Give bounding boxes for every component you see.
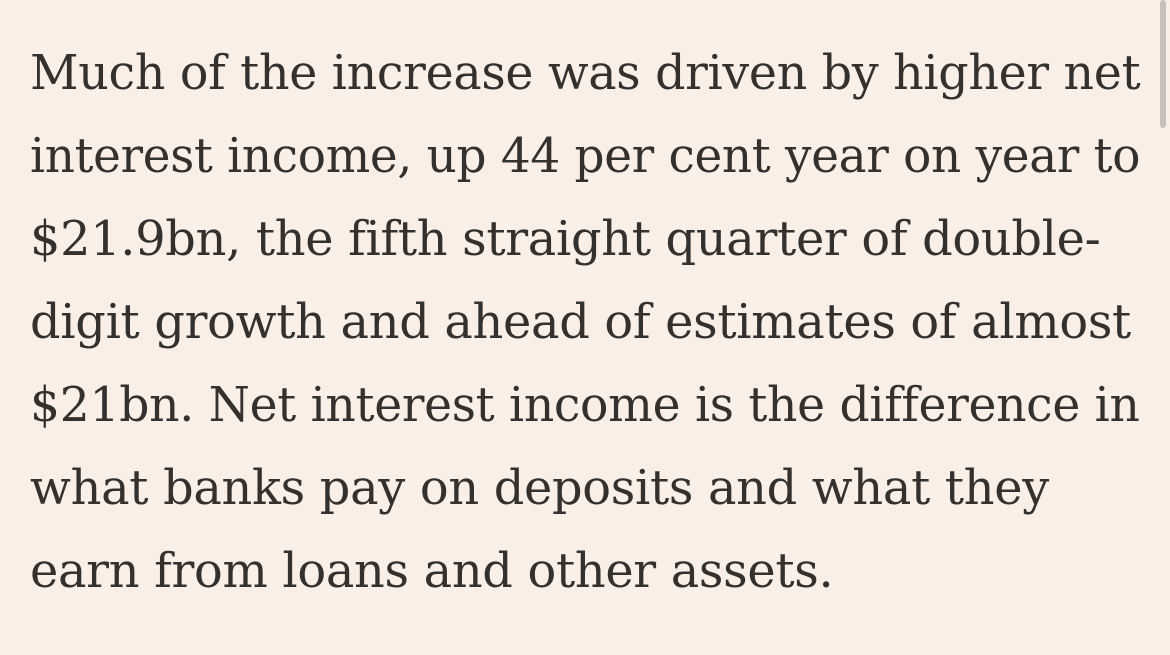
paragraph-line: interest income, up 44 per cent year on …: [30, 128, 1141, 184]
paragraph-line: what banks pay on deposits and what they: [30, 460, 1049, 516]
paragraph-line: $21.9bn, the fifth straight quarter of d…: [30, 211, 1101, 267]
paragraph-line: earn from loans and other assets.: [30, 543, 834, 599]
vertical-scrollbar[interactable]: [1156, 0, 1170, 655]
paragraph-line: digit growth and ahead of estimates of a…: [30, 294, 1131, 350]
paragraph-line: $21bn. Net interest income is the differ…: [30, 377, 1140, 433]
article-paragraph: Much of the increase was driven by highe…: [30, 32, 1145, 613]
paragraph-line: Much of the increase was driven by highe…: [30, 45, 1141, 101]
scrollbar-thumb[interactable]: [1160, 0, 1166, 128]
